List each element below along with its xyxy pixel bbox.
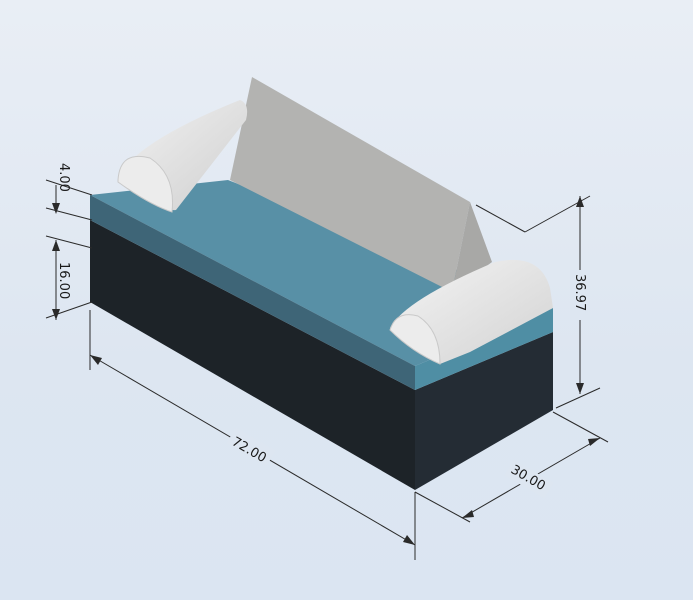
base-side-face — [415, 332, 553, 490]
backrest-face — [230, 77, 470, 292]
dimension-overall-height[interactable]: 36.97 — [475, 195, 601, 409]
cushion-side-face — [415, 308, 553, 390]
cushion-front-face — [90, 195, 415, 390]
dimension-arm-height-label: 4.00 — [56, 163, 71, 192]
sofa-base[interactable] — [90, 220, 553, 490]
dimension-arm-height[interactable]: 4.00 — [45, 163, 93, 221]
right-armrest-end — [389, 314, 441, 365]
dimension-base-height-label: 16.00 — [56, 262, 71, 299]
dimension-depth-label: 30.00 — [508, 462, 548, 494]
base-front-face — [90, 220, 415, 490]
dimension-overall-height-label: 36.97 — [572, 274, 587, 311]
left-armrest[interactable] — [117, 100, 248, 213]
left-armrest-end — [117, 155, 174, 213]
dimension-base-height[interactable]: 16.00 — [45, 235, 93, 320]
right-armrest[interactable] — [389, 259, 553, 365]
